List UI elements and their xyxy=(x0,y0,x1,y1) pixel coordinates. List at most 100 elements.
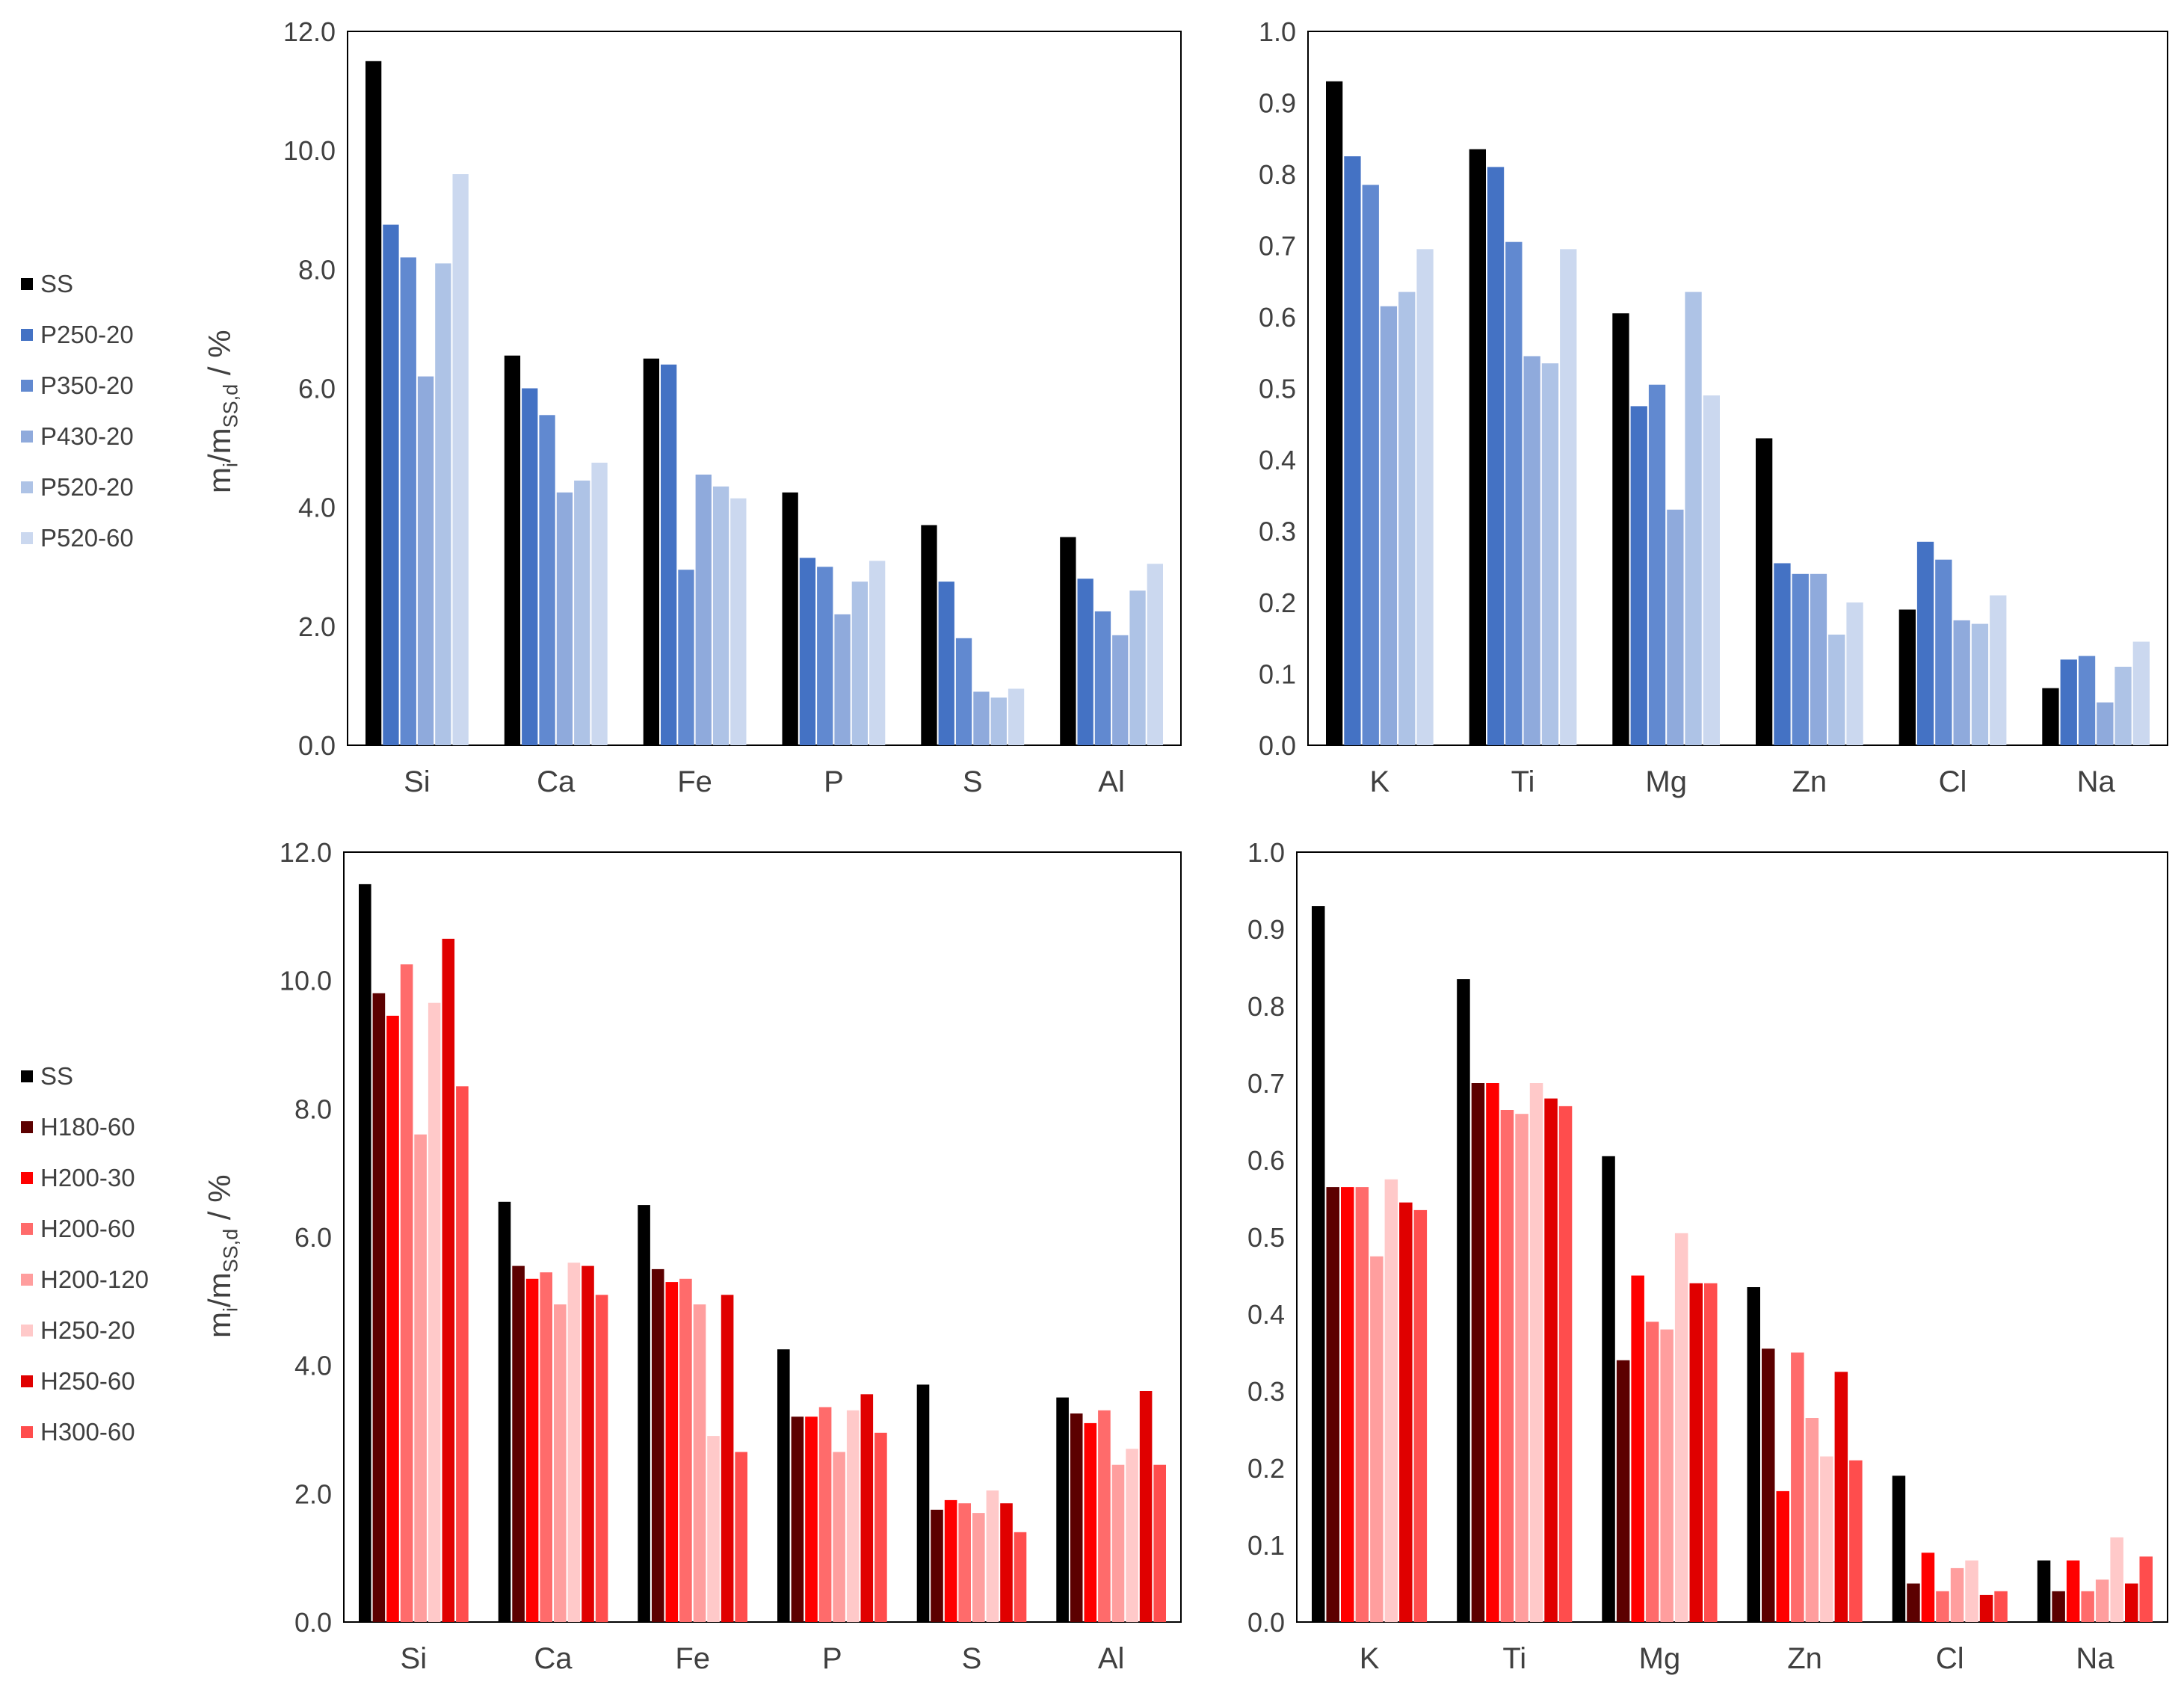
bar xyxy=(1398,292,1416,746)
bar xyxy=(539,415,555,745)
legend-swatch xyxy=(21,380,33,392)
bar xyxy=(1008,688,1025,745)
bar xyxy=(595,1295,608,1623)
legend-swatch xyxy=(21,1274,33,1286)
bar xyxy=(1834,1372,1848,1623)
bar xyxy=(1469,149,1486,746)
bar xyxy=(1129,591,1146,745)
bar xyxy=(1774,563,1791,745)
legend-item: H200-120 xyxy=(21,1254,149,1305)
y-tick-label: 0.7 xyxy=(1259,231,1296,262)
bar xyxy=(498,1201,511,1622)
bar xyxy=(1126,1449,1138,1623)
bar xyxy=(2052,1591,2065,1622)
legend-label: H200-60 xyxy=(40,1215,135,1242)
ylabel-mid: /m xyxy=(202,428,237,463)
bar xyxy=(1457,979,1470,1622)
legend-item: P520-60 xyxy=(21,513,134,564)
y-tick-label: 0.3 xyxy=(1247,1376,1285,1407)
bar xyxy=(851,582,868,745)
bar xyxy=(1111,1464,1125,1622)
bar xyxy=(1500,1110,1514,1622)
bar xyxy=(707,1436,720,1622)
bar xyxy=(958,1503,971,1622)
bar xyxy=(990,697,1007,745)
bar xyxy=(442,938,455,1622)
bar xyxy=(1667,509,1684,745)
bar xyxy=(2066,1560,2080,1622)
y-tick-label: 4.0 xyxy=(294,1351,332,1381)
legend-swatch xyxy=(21,1121,33,1133)
bar xyxy=(1505,241,1523,745)
y-tick-label: 1.0 xyxy=(1247,837,1285,868)
x-tick-label: Zn xyxy=(1792,765,1827,798)
x-tick-label: Mg xyxy=(1639,1642,1681,1675)
bar xyxy=(1094,611,1111,745)
bar xyxy=(665,1282,679,1622)
bar xyxy=(1805,1418,1819,1622)
bar xyxy=(525,1278,539,1622)
legend-item: H300-60 xyxy=(21,1407,149,1458)
bar xyxy=(1630,406,1647,745)
y-tick-label: 0.9 xyxy=(1247,914,1285,945)
bar xyxy=(1849,1460,1863,1622)
ylabel-unit: / % xyxy=(202,330,237,384)
bar xyxy=(1355,1187,1369,1622)
y-tick-label: 0.2 xyxy=(1247,1453,1285,1484)
x-tick-label: Cl xyxy=(1936,1642,1964,1675)
x-tick-label: Cl xyxy=(1939,765,1967,798)
y-tick-label: 0.0 xyxy=(294,1607,332,1638)
bar xyxy=(972,1513,985,1622)
bar xyxy=(1907,1583,1920,1622)
bar xyxy=(1936,1591,1949,1622)
y-tick-label: 0.2 xyxy=(1259,588,1296,618)
bar xyxy=(874,1432,887,1622)
x-tick-label: P xyxy=(824,765,844,798)
bar xyxy=(1602,1156,1615,1622)
y-axis-label-bottom: mi/mSS,d / % xyxy=(202,1174,242,1338)
bar xyxy=(1384,1179,1398,1623)
legend-item: H200-60 xyxy=(21,1203,149,1254)
legend-label: H250-20 xyxy=(40,1316,135,1344)
legend-swatch xyxy=(21,1223,33,1235)
bar xyxy=(2060,659,2077,745)
plot-frame xyxy=(1307,31,2168,746)
bar xyxy=(782,492,798,745)
plot-frame xyxy=(343,851,1182,1623)
ylabel-main: m xyxy=(202,1312,237,1338)
bar xyxy=(1084,1422,1097,1622)
bar xyxy=(1950,1567,1964,1622)
bar xyxy=(556,492,573,745)
x-tick-label: K xyxy=(1360,1642,1380,1675)
bar xyxy=(921,525,937,745)
legend-swatch xyxy=(21,329,33,341)
bar xyxy=(456,1086,469,1622)
bar xyxy=(735,1452,747,1622)
bar xyxy=(365,61,382,746)
bar xyxy=(567,1262,581,1622)
y-tick-label: 8.0 xyxy=(294,1094,332,1124)
bar xyxy=(435,263,451,745)
y-tick-label: 0.6 xyxy=(1247,1145,1285,1176)
legend-swatch xyxy=(21,1426,33,1438)
y-tick-label: 0.5 xyxy=(1259,374,1296,404)
bar xyxy=(591,463,608,745)
bar xyxy=(2110,1537,2123,1622)
legend-swatch xyxy=(21,1325,33,1336)
bar xyxy=(359,884,371,1622)
ylabel-unit: / % xyxy=(202,1174,237,1229)
bar xyxy=(1846,602,1863,745)
legend-label: P350-20 xyxy=(40,371,134,399)
legend-label: SS xyxy=(40,1062,74,1090)
bar xyxy=(1112,635,1129,745)
bar xyxy=(452,174,469,745)
y-tick-label: 0.4 xyxy=(1247,1299,1285,1330)
bar xyxy=(1616,1360,1630,1622)
bar xyxy=(1139,1391,1153,1622)
bar xyxy=(1916,541,1934,745)
bar xyxy=(1014,1532,1027,1622)
bar xyxy=(791,1416,804,1622)
bar xyxy=(638,1205,650,1622)
y-tick-label: 0.5 xyxy=(1247,1222,1285,1253)
